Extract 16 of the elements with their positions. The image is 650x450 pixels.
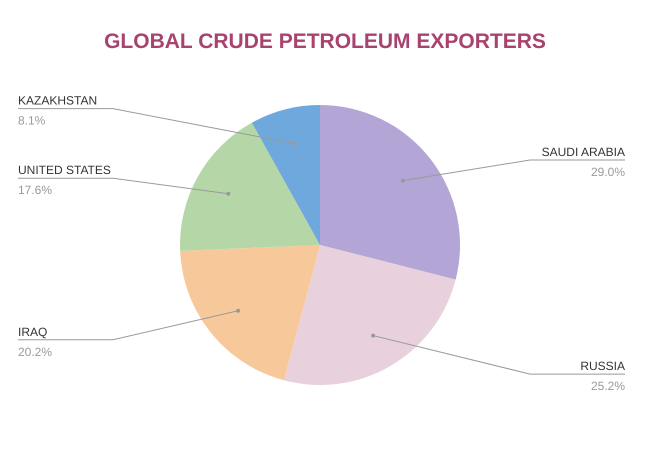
slice-label: RUSSIA [580,359,625,374]
data-label: 8.1% [18,114,46,128]
pie-slice [180,245,320,380]
pie-slice [180,122,320,251]
pie-slice [252,105,320,245]
slice-label: UNITED STATES [18,163,111,178]
data-label: 29.0% [590,165,626,180]
pie-slice [284,245,456,385]
chart-title: GLOBAL CRUDE PETROLEUM EXPORTERS [104,30,546,53]
data-label: 20.2% [18,344,52,359]
data-label: 17.6% [18,183,52,198]
slice-label: KAZAKHSTAN [18,94,98,108]
slice-label: IRAQ [18,324,48,339]
slice-label: SAUDI ARABIA [542,145,625,160]
pie-slice [320,105,460,280]
data-label: 25.2% [590,379,626,394]
